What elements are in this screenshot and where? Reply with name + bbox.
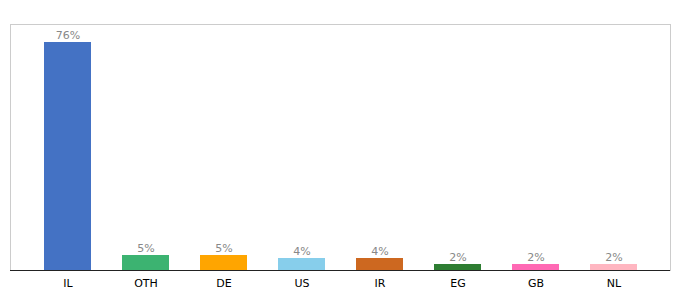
svg-text:4%: 4% [371,245,388,258]
svg-text:IL: IL [63,277,73,290]
svg-text:OTH: OTH [134,277,158,290]
svg-text:NL: NL [607,277,622,290]
svg-text:4%: 4% [293,245,310,258]
svg-text:2%: 2% [449,251,466,264]
svg-text:2%: 2% [605,251,622,264]
svg-text:DE: DE [216,277,231,290]
svg-text:US: US [294,277,309,290]
svg-text:76%: 76% [56,29,80,42]
svg-text:5%: 5% [215,242,232,255]
svg-text:IR: IR [375,277,386,290]
svg-text:5%: 5% [137,242,154,255]
svg-text:GB: GB [528,277,544,290]
svg-text:EG: EG [450,277,465,290]
svg-text:2%: 2% [527,251,544,264]
